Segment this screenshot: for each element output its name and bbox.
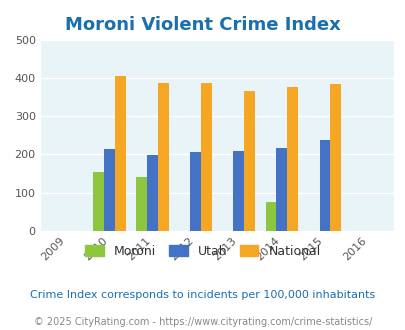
Bar	[200, 83, 211, 231]
Bar	[158, 83, 168, 231]
Bar	[319, 140, 330, 231]
Bar	[330, 84, 340, 231]
Text: © 2025 CityRating.com - https://www.cityrating.com/crime-statistics/: © 2025 CityRating.com - https://www.city…	[34, 317, 371, 327]
Bar	[233, 150, 243, 231]
Bar	[115, 76, 126, 231]
Bar	[136, 177, 147, 231]
Bar	[104, 149, 115, 231]
Bar	[276, 148, 286, 231]
Text: Crime Index corresponds to incidents per 100,000 inhabitants: Crime Index corresponds to incidents per…	[30, 290, 375, 300]
Bar	[93, 172, 104, 231]
Bar	[286, 87, 297, 231]
Bar	[265, 202, 276, 231]
Bar	[147, 155, 158, 231]
Text: Moroni Violent Crime Index: Moroni Violent Crime Index	[65, 16, 340, 35]
Bar	[243, 90, 254, 231]
Legend: Moroni, Utah, National: Moroni, Utah, National	[80, 240, 325, 263]
Bar	[190, 152, 200, 231]
